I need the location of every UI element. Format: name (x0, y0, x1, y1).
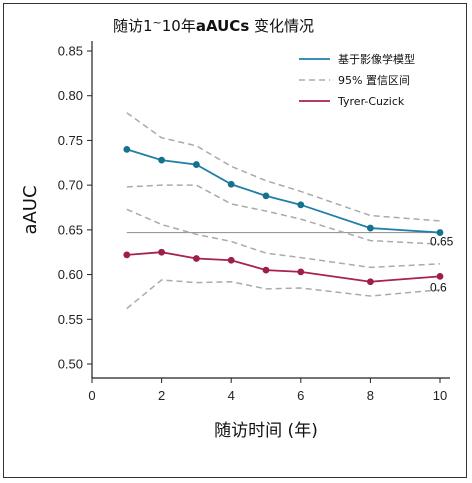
y-axis-label: aAUC (20, 185, 41, 234)
data-point-imaging-model (193, 161, 200, 168)
legend-label-tyrer-cuzick: Tyrer-Cuzick (337, 95, 405, 108)
ci-lower-line-1 (126, 279, 441, 310)
y-tick-label: 0.75 (58, 133, 83, 148)
series-lines (126, 148, 441, 283)
data-point-tyrer-cuzick (227, 256, 235, 264)
series-points (123, 145, 444, 286)
data-point-imaging-model (227, 180, 235, 188)
legend-label-ci: 95% 置信区间 (338, 74, 410, 87)
data-point-tyrer-cuzick (367, 278, 374, 286)
end-value-annotations: 0.65 0.6 (430, 235, 454, 295)
x-tick-label: 0 (88, 388, 95, 403)
y-tick-label: 0.80 (58, 88, 83, 103)
y-tick-label: 0.60 (58, 267, 83, 282)
series-line-tyrer-cuzick (126, 251, 441, 283)
data-point-imaging-model (123, 145, 131, 153)
y-ticks: 0.50 0.55 0.60 0.65 0.70 0.75 0.80 0.85 (58, 44, 92, 372)
y-tick-label: 0.65 (58, 222, 83, 237)
ci-lower-line-0 (126, 184, 441, 245)
y-tick-label: 0.50 (58, 357, 83, 372)
data-point-imaging-model (158, 156, 166, 164)
y-tick-label: 0.85 (58, 44, 83, 59)
legend: 基于影像学模型 95% 置信区间 Tyrer-Cuzick (299, 52, 415, 108)
data-point-tyrer-cuzick (297, 268, 305, 276)
x-ticks: 0 2 4 6 8 10 (88, 378, 447, 403)
x-tick-label: 8 (367, 388, 374, 403)
end-value-label: 0.6 (430, 280, 447, 294)
data-point-imaging-model (436, 229, 444, 236)
axes (91, 41, 450, 379)
ci-upper-line-1 (126, 208, 441, 269)
x-axis-label: 随访时间 (年) (214, 421, 318, 441)
confidence-bands (126, 112, 441, 310)
data-point-tyrer-cuzick (193, 255, 200, 262)
y-tick-label: 0.55 (58, 312, 83, 327)
x-tick-label: 10 (433, 388, 447, 403)
data-point-imaging-model (367, 224, 374, 232)
ci-upper-line-0 (126, 112, 441, 222)
data-point-tyrer-cuzick (436, 272, 444, 280)
chart-frame (3, 3, 467, 478)
data-point-tyrer-cuzick (123, 251, 131, 259)
x-tick-label: 6 (297, 388, 304, 403)
data-point-tyrer-cuzick (158, 248, 166, 256)
y-tick-label: 0.70 (58, 178, 83, 193)
legend-label-imaging-model: 基于影像学模型 (338, 52, 415, 66)
data-point-imaging-model (262, 192, 270, 200)
data-point-tyrer-cuzick (262, 266, 270, 274)
end-value-label: 0.65 (430, 235, 454, 249)
x-tick-label: 4 (228, 388, 235, 403)
series-line-imaging-model (126, 148, 441, 234)
x-tick-label: 2 (158, 388, 165, 403)
chart-title: 随访1~10年aAUCs 变化情况 (113, 16, 314, 35)
data-point-imaging-model (297, 201, 305, 209)
